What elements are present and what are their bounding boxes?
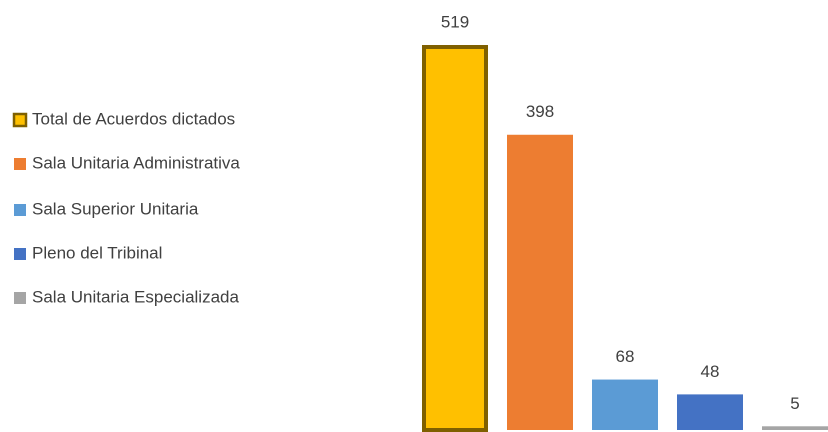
bar	[592, 379, 658, 430]
legend-label: Sala Superior Unitaria	[32, 199, 199, 218]
legend-label: Total de Acuerdos dictados	[32, 109, 235, 128]
legend-swatch	[14, 158, 26, 170]
bar	[677, 394, 743, 430]
legend-label: Pleno del Tribinal	[32, 243, 162, 262]
legend-swatch	[14, 248, 26, 260]
value-label: 5	[790, 394, 799, 413]
bar	[762, 426, 828, 430]
legend-label: Sala Unitaria Especializada	[32, 287, 239, 306]
legend-label: Sala Unitaria Administrativa	[32, 153, 240, 172]
bar	[507, 134, 573, 430]
value-label: 68	[616, 347, 635, 366]
value-label: 519	[441, 12, 469, 31]
value-label: 398	[526, 102, 554, 121]
legend-swatch	[14, 292, 26, 304]
legend-swatch	[12, 112, 28, 128]
value-label: 48	[701, 362, 720, 381]
bar	[422, 45, 488, 432]
legend-swatch	[14, 204, 26, 216]
